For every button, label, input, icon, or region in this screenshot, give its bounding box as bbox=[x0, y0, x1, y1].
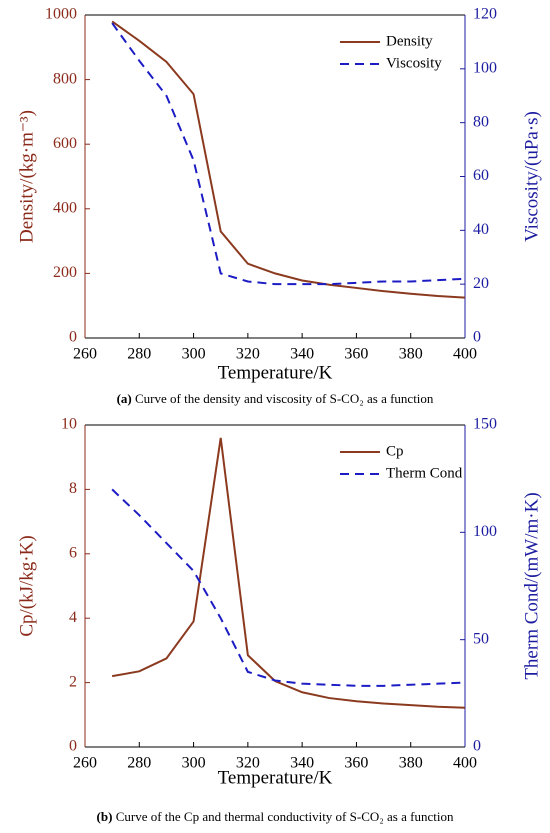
x-tick-label: 320 bbox=[236, 755, 260, 772]
legend-label: Density bbox=[386, 33, 433, 49]
y-tick-label: 400 bbox=[53, 199, 77, 216]
y-tick-label: 6 bbox=[69, 544, 77, 561]
x-tick-label: 260 bbox=[73, 346, 97, 363]
caption-text: Curve of the Cp and thermal conductivity… bbox=[112, 809, 454, 824]
x-tick-label: 300 bbox=[182, 755, 206, 772]
y-tick-label: 1000 bbox=[45, 6, 77, 23]
x-tick-label: 360 bbox=[344, 755, 368, 772]
caption-text: Curve of the density and viscosity of S-… bbox=[132, 391, 434, 406]
caption: (b) Curve of the Cp and thermal conducti… bbox=[97, 809, 454, 824]
y-tick-label: 0 bbox=[69, 329, 77, 346]
y2-tick-label: 120 bbox=[473, 6, 497, 23]
x-tick-label: 360 bbox=[344, 346, 368, 363]
x-tick-label: 400 bbox=[453, 755, 477, 772]
x-tick-label: 280 bbox=[127, 755, 151, 772]
x-tick-label: 380 bbox=[399, 346, 423, 363]
caption-label: (a) bbox=[117, 391, 132, 406]
y2-tick-label: 0 bbox=[473, 329, 481, 346]
y-tick-label: 2 bbox=[69, 673, 77, 690]
y-tick-label: 8 bbox=[69, 480, 77, 497]
y2-tick-label: 40 bbox=[473, 221, 489, 238]
y2-tick-label: 100 bbox=[473, 523, 497, 540]
y2-tick-label: 20 bbox=[473, 275, 489, 292]
caption: (a) Curve of the density and viscosity o… bbox=[117, 391, 434, 406]
x-axis-label: Temperature/K bbox=[218, 362, 333, 383]
data-line bbox=[111, 20, 466, 299]
x-tick-label: 340 bbox=[290, 755, 314, 772]
y2-tick-label: 50 bbox=[473, 630, 489, 647]
x-tick-label: 400 bbox=[453, 346, 477, 363]
y2-axis-label: Therm Cond/(mW/m·K) bbox=[521, 492, 542, 679]
legend-label: Cp bbox=[386, 443, 404, 459]
x-tick-label: 320 bbox=[236, 346, 260, 363]
y2-tick-label: 100 bbox=[473, 60, 497, 77]
x-axis-label: Temperature/K bbox=[218, 767, 333, 788]
y2-axis-label: Viscosity/(uPa·s) bbox=[521, 111, 542, 242]
y2-tick-label: 150 bbox=[473, 416, 497, 433]
x-tick-label: 260 bbox=[73, 755, 97, 772]
y-tick-label: 10 bbox=[61, 416, 77, 433]
x-tick-label: 280 bbox=[127, 346, 151, 363]
y2-tick-label: 80 bbox=[473, 113, 489, 130]
y-tick-label: 800 bbox=[53, 70, 77, 87]
caption-label: (b) bbox=[97, 809, 113, 824]
y-tick-label: 0 bbox=[69, 738, 77, 755]
y2-tick-label: 0 bbox=[473, 738, 481, 755]
data-line bbox=[111, 488, 466, 687]
y2-tick-label: 60 bbox=[473, 167, 489, 184]
x-tick-label: 380 bbox=[399, 755, 423, 772]
legend-label: Therm Cond bbox=[386, 465, 463, 481]
x-tick-label: 340 bbox=[290, 346, 314, 363]
x-tick-label: 300 bbox=[182, 346, 206, 363]
y-axis-label: Cp/(kJ/kg·K) bbox=[16, 535, 37, 636]
data-line bbox=[111, 22, 466, 286]
y-tick-label: 4 bbox=[69, 609, 77, 626]
y-tick-label: 600 bbox=[53, 135, 77, 152]
y-tick-label: 200 bbox=[53, 264, 77, 281]
data-line bbox=[111, 437, 466, 709]
y-axis-label: Density/(kg·m⁻³) bbox=[16, 110, 37, 243]
legend-label: Viscosity bbox=[386, 55, 442, 71]
